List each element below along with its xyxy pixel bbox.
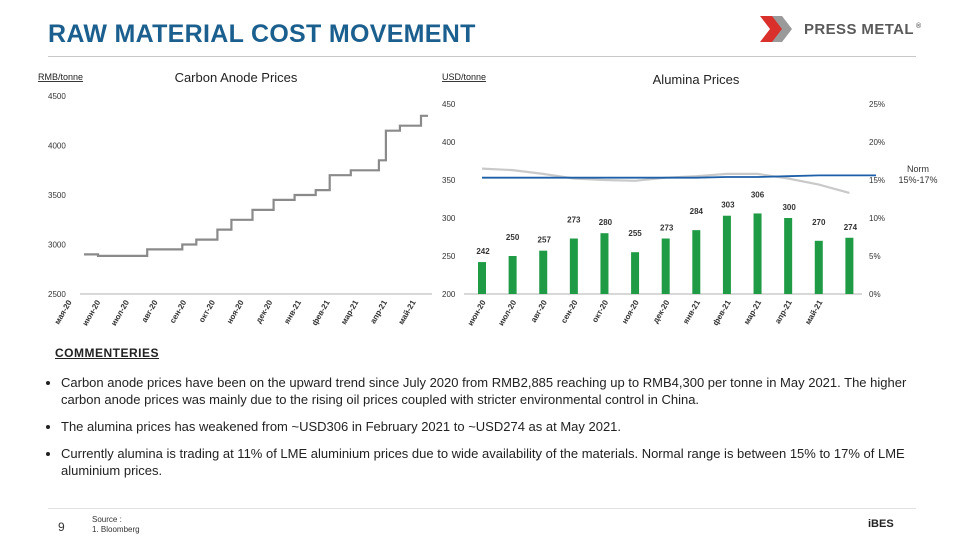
alumina-bar-value-label: 270 (812, 218, 826, 227)
alumina-bar (569, 238, 578, 294)
alumina-bar-value-label: 303 (721, 201, 735, 210)
alumina-bar-value-label: 255 (628, 229, 642, 238)
source-title: Source : (92, 515, 122, 524)
alumina-x-tick-label: фев-21 (711, 298, 733, 327)
alumina-lme-ratio-line (481, 167, 850, 194)
carbon-x-tick-label: мая-20 (53, 298, 74, 326)
alumina-y2-tick-label: 0% (869, 290, 881, 299)
alumina-y-tick-label: 400 (442, 138, 456, 147)
commentaries-list: Carbon anode prices have been on the upw… (45, 374, 923, 489)
alumina-bar (600, 233, 609, 294)
alumina-bar (692, 230, 701, 294)
alumina-bar (508, 256, 517, 294)
page-title: RAW MATERIAL COST MOVEMENT (48, 20, 476, 48)
alumina-bar (631, 252, 640, 294)
press-metal-logo: PRESS METAL ® (760, 16, 922, 42)
commentary-item: Currently alumina is trading at 11% of L… (61, 445, 923, 479)
alumina-y-tick-label: 250 (442, 252, 456, 261)
alumina-bar-value-label: 306 (751, 190, 765, 199)
alumina-bar (845, 237, 854, 294)
alumina-y-tick-label: 350 (442, 176, 456, 185)
alumina-x-tick-label: июн-20 (466, 298, 488, 327)
charts-area: Carbon Anode PricesRMB/tonne450040003500… (38, 70, 938, 327)
alumina-y2-tick-label: 25% (869, 100, 885, 109)
alumina-chart-title: Alumina Prices (653, 72, 740, 87)
carbon-price-line (84, 114, 428, 257)
carbon-x-tick-label: апр-21 (368, 298, 389, 325)
alumina-bar (478, 262, 486, 294)
alumina-x-tick-label: сен-20 (559, 298, 580, 325)
carbon-x-tick-label: янв-21 (282, 298, 303, 325)
carbon-x-tick-label: ноя-20 (225, 298, 246, 325)
carbon-y-tick-label: 2500 (48, 290, 66, 299)
carbon-y-tick-label: 3000 (48, 241, 66, 250)
alumina-bar (753, 213, 762, 294)
source-note: Source : 1. Bloomberg (92, 515, 140, 535)
alumina-x-tick-label: окт-20 (590, 298, 610, 324)
alumina-bar-value-label: 284 (690, 207, 704, 216)
carbon-y-tick-label: 4500 (48, 92, 66, 101)
press-metal-logo-mark-icon (760, 16, 792, 42)
alumina-y2-tick-label: 15% (869, 176, 885, 185)
page-number: 9 (58, 520, 65, 534)
alumina-bar-value-label: 257 (538, 236, 552, 245)
alumina-bar-value-label: 300 (782, 203, 796, 212)
carbon-x-tick-label: авг-20 (140, 298, 160, 324)
carbon-chart-title: Carbon Anode Prices (175, 70, 298, 85)
carbon-x-tick-label: июн-20 (81, 298, 103, 327)
alumina-bar (784, 218, 793, 294)
alumina-y-tick-label: 450 (442, 100, 456, 109)
alumina-norm-line (482, 174, 876, 179)
alumina-bar-value-label: 242 (476, 247, 490, 256)
norm-annotation: Norm 15%-17% (898, 164, 937, 185)
alumina-bar-value-label: 280 (599, 218, 613, 227)
carbon-x-tick-label: фев-21 (310, 298, 332, 327)
commentaries-heading: COMMENTERIES (55, 346, 160, 360)
commentary-item: The alumina prices has weakened from ~US… (61, 418, 923, 435)
alumina-bar (661, 238, 670, 294)
alumina-bar (722, 215, 731, 294)
title-divider (48, 56, 916, 57)
alumina-bar-value-label: 274 (844, 223, 858, 232)
alumina-y2-tick-label: 20% (869, 138, 885, 147)
alumina-y2-tick-label: 5% (869, 252, 881, 261)
press-metal-logo-text: PRESS METAL ® (804, 20, 922, 38)
alumina-x-tick-label: апр-21 (773, 298, 794, 325)
carbon-x-tick-label: дек-20 (254, 298, 275, 325)
alumina-bar-value-label: 250 (506, 233, 520, 242)
alumina-x-tick-label: авг-20 (529, 298, 549, 324)
alumina-bar (814, 240, 823, 294)
alumina-y2-tick-label: 10% (869, 214, 885, 223)
alumina-x-tick-label: май-21 (803, 298, 824, 326)
alumina-bar-value-label: 273 (567, 216, 581, 225)
alumina-x-tick-label: дек-20 (651, 298, 672, 325)
carbon-x-tick-label: май-21 (397, 298, 418, 326)
alumina-x-tick-label: июл-20 (496, 298, 518, 327)
alumina-bar-value-label: 273 (660, 224, 674, 233)
carbon-y-tick-label: 3500 (48, 191, 66, 200)
carbon-y-tick-label: 4000 (48, 142, 66, 151)
carbon-x-tick-label: июл-20 (109, 298, 131, 327)
carbon-x-tick-label: окт-20 (197, 298, 217, 324)
source-item: 1. Bloomberg (92, 525, 140, 534)
carbon-x-tick-label: мар-21 (339, 298, 360, 326)
alumina-x-tick-label: ноя-20 (620, 298, 641, 325)
footer-divider (48, 508, 916, 509)
alumina-x-tick-label: мар-21 (742, 298, 763, 326)
alumina-y-tick-label: 200 (442, 290, 456, 299)
alumina-x-tick-label: янв-21 (681, 298, 702, 325)
alumina-bar (539, 250, 548, 294)
commentary-item: Carbon anode prices have been on the upw… (61, 374, 923, 408)
carbon-x-tick-label: сен-20 (168, 298, 189, 325)
alumina-y-tick-label: 300 (442, 214, 456, 223)
alumina-y-axis-label: USD/tonne (442, 72, 486, 82)
brand-mark: iBES (868, 518, 894, 530)
carbon-y-axis-label: RMB/tonne (38, 72, 83, 82)
